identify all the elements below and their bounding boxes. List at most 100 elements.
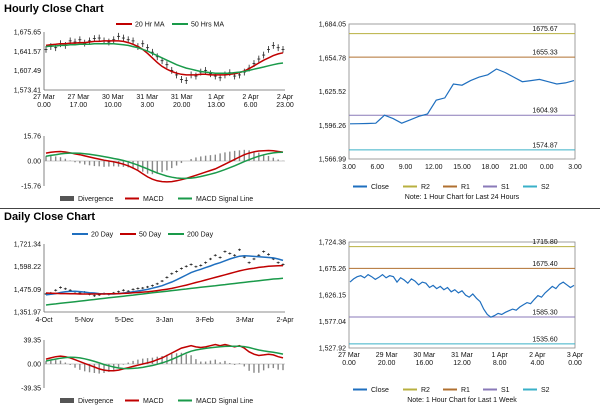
legend-label: 50 Day [139, 232, 162, 239]
x-tick-label: 16.00 [416, 360, 434, 367]
x-tick-label: 3.00 [568, 164, 582, 171]
chart-footnote: Note: 1 Hour Chart for Last 1 Week [407, 397, 517, 404]
x-tick-label: 9.00 [399, 164, 413, 171]
x-tick-label: 29 Mar [376, 352, 398, 359]
y-tick-label: 1,596.26 [319, 123, 346, 130]
hourly-macd-chart: 15.76 0.00 -15.76 Divergence MACD MACD Signal… [21, 134, 285, 203]
daily-close-chart: 1,724.38 1,675.26 1,626.15 1,577.04 1,527.92… [319, 239, 584, 404]
hourly-price-chart: 20 Hr MA 50 Hrs MA 1,675.65 1,641.57 1,607.4… [14, 22, 294, 110]
x-tick-label: 27 Mar [338, 352, 360, 359]
legend-swatch [60, 398, 74, 403]
legend-label: R1 [461, 184, 470, 191]
x-tick-label: 8.00 [493, 360, 507, 367]
y-tick-label: 15.76 [23, 134, 41, 141]
x-tick-label: 3 Apr [567, 352, 584, 359]
y-tick-label: 1,641.57 [14, 49, 41, 56]
y-tick-label: 1,654.78 [319, 55, 346, 62]
x-tick-label: 4-Oct [35, 317, 52, 324]
legend-label: 50 Hrs MA [191, 22, 224, 29]
y-tick-label: 1,527.92 [319, 346, 346, 353]
legend-label: Close [371, 184, 389, 191]
legend-label: S2 [541, 387, 550, 394]
daily-section-title: Daily Close Chart [4, 211, 96, 223]
y-tick-label: 1,607.49 [14, 68, 41, 75]
legend-label: MACD Signal Line [196, 196, 253, 203]
y-tick-label: 0.00 [27, 159, 41, 166]
level-label-S1: 1585.30 [532, 310, 557, 317]
legend-label: MACD [143, 196, 164, 203]
x-tick-label: 2 Apr [277, 94, 294, 101]
y-tick-label: 1,675.26 [319, 266, 346, 273]
level-label-S2: 1535.60 [532, 336, 557, 343]
macd-signal-line [45, 345, 284, 370]
macd-line [45, 343, 284, 372]
y-tick-label: -15.76 [21, 184, 41, 191]
x-tick-label: 3.00 [342, 164, 356, 171]
x-tick-label: 17.00 [70, 102, 88, 109]
y-tick-label: 39.35 [23, 338, 41, 345]
level-label-R2: 1715.80 [532, 239, 557, 246]
x-tick-label: 30 Mar [102, 94, 124, 101]
y-tick-label: 1,351.97 [14, 310, 41, 317]
hourly-section-title: Hourly Close Chart [4, 3, 104, 15]
legend-label: R2 [421, 387, 430, 394]
level-label-R2: 1675.67 [532, 26, 557, 33]
x-tick-label: 6.00 [244, 102, 258, 109]
x-tick-label: 12.00 [425, 164, 443, 171]
moving-average-line-ma50 [45, 264, 284, 295]
x-tick-label: 3-Jan [156, 317, 174, 324]
moving-average-line-ma20 [45, 254, 284, 296]
x-tick-label: 31 Mar [171, 94, 193, 101]
x-tick-label: 4.00 [531, 360, 545, 367]
x-tick-label: 1 Apr [208, 94, 225, 101]
x-tick-label: 27 Mar [33, 94, 55, 101]
y-tick-label: 1,721.34 [14, 242, 41, 249]
y-tick-label: 1,724.38 [319, 240, 346, 247]
daily-macd-chart: 39.35 0.00 -39.35 Divergence MACD MACD Signal… [21, 338, 285, 405]
y-tick-label: -39.35 [21, 386, 41, 393]
x-tick-label: 15.00 [453, 164, 471, 171]
x-tick-label: 2 Apr [242, 94, 259, 101]
moving-average-line-ma20 [45, 40, 284, 76]
legend-label: 20 Hr MA [135, 22, 165, 29]
x-tick-label: 1 Apr [491, 352, 508, 359]
legend-label: 20 Day [91, 232, 114, 239]
macd-signal-line [45, 151, 284, 180]
x-tick-label: 0.00 [540, 164, 554, 171]
y-tick-label: 0.00 [27, 362, 41, 369]
x-tick-label: 2-Apr [276, 317, 294, 324]
y-tick-label: 1,625.52 [319, 89, 346, 96]
y-tick-label: 1,598.22 [14, 264, 41, 271]
level-label-S2: 1574.87 [532, 142, 557, 149]
legend-label: Divergence [78, 196, 114, 203]
x-tick-label: 18.00 [481, 164, 499, 171]
x-tick-label: 0.00 [568, 360, 582, 367]
x-tick-label: 3-Mar [236, 317, 255, 324]
legend-label: MACD Signal Line [196, 398, 253, 405]
legend-label: R2 [421, 184, 430, 191]
x-tick-label: 31 Mar [451, 352, 473, 359]
legend-label: S1 [501, 184, 510, 191]
chart-footnote: Note: 1 Hour Chart for Last 24 Hours [405, 194, 520, 201]
macd-line [45, 149, 284, 183]
level-label-S1: 1604.93 [532, 108, 557, 115]
x-tick-label: 23.00 [276, 102, 294, 109]
moving-average-line-ma200 [45, 277, 284, 306]
legend-label: S2 [541, 184, 550, 191]
x-tick-label: 5-Nov [75, 317, 94, 324]
x-tick-label: 10.00 [104, 102, 122, 109]
x-tick-label: 0.00 [342, 360, 356, 367]
plot-area [348, 241, 576, 349]
level-label-R1: 1675.40 [532, 261, 557, 268]
x-tick-label: 20.00 [378, 360, 396, 367]
section-divider [0, 208, 600, 209]
x-tick-label: 3-Feb [196, 317, 214, 324]
x-tick-label: 13.00 [207, 102, 225, 109]
y-tick-label: 1,675.65 [14, 30, 41, 37]
hourly-close-chart: 1,684.05 1,654.78 1,625.52 1,596.26 1,566.99… [319, 22, 582, 202]
x-tick-label: 31 Mar [136, 94, 158, 101]
daily-price-chart: 20 Day 50 Day 200 Day 1,721.34 1,598.22 1,475… [14, 232, 294, 325]
x-tick-label: 6.00 [370, 164, 384, 171]
legend-label: S1 [501, 387, 510, 394]
y-tick-label: 1,684.05 [319, 22, 346, 29]
